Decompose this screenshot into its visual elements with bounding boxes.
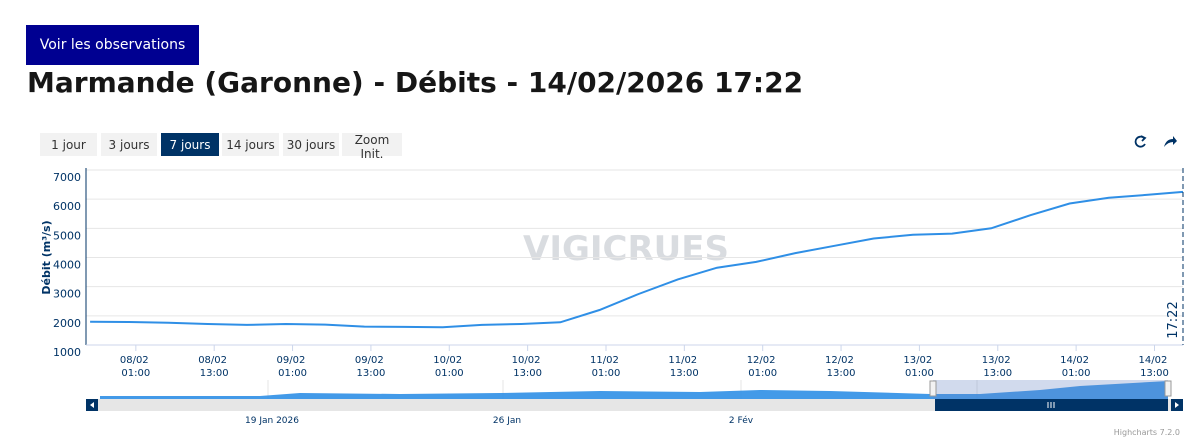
y-tick-label: 7000 [53, 171, 81, 184]
navigator-handle[interactable] [1164, 380, 1172, 397]
x-tick-label: 13/02 01:00 [903, 355, 935, 379]
range-button[interactable]: 1 jour [40, 133, 97, 156]
range-button[interactable]: 14 jours [222, 133, 279, 156]
navigator: 19 Jan 2026 26 Jan 2 Fév [86, 380, 1183, 426]
x-tick-label: 08/02 13:00 [198, 355, 230, 379]
x-tick-label: 10/02 01:00 [433, 355, 465, 379]
toolbar-icons [1134, 135, 1177, 148]
x-tick-label: 12/02 01:00 [747, 355, 779, 379]
y-tick-label: 1000 [53, 346, 81, 359]
y-tick-label: 3000 [53, 288, 81, 301]
x-tick-label: 09/02 13:00 [355, 355, 387, 379]
x-tick-label: 11/02 13:00 [668, 355, 700, 379]
plot-line-label: 17:22 [1166, 301, 1181, 338]
range-button[interactable]: 30 jours [283, 133, 339, 156]
scrollbar-track [86, 399, 1183, 411]
scrollbar-grip [1047, 402, 1055, 408]
range-button[interactable]: Zoom Init. [342, 133, 402, 161]
page-title: Marmande (Garonne) - Débits - 14/02/2026… [27, 66, 804, 99]
observations-button[interactable]: Voir les observations [26, 25, 199, 65]
y-tick-label: 4000 [53, 259, 81, 272]
range-button[interactable]: 3 jours [101, 133, 157, 156]
range-button[interactable]: 7 jours [161, 133, 219, 156]
navigator-label: 2 Fév [729, 415, 754, 426]
navigator-mask [933, 380, 1168, 399]
x-tick-label: 13/02 13:00 [982, 355, 1014, 379]
credits: Highcharts 7.2.0 [1114, 428, 1180, 437]
x-tick-label: 12/02 13:00 [825, 355, 857, 379]
refresh-arrow [1140, 135, 1147, 142]
share-icon[interactable] [1164, 136, 1177, 147]
x-tick-label: 08/02 01:00 [120, 355, 152, 379]
navigator-label: 19 Jan 2026 [245, 416, 299, 426]
navigator-label: 26 Jan [493, 416, 521, 426]
x-tick-label: 14/02 13:00 [1138, 355, 1170, 379]
y-tick-label: 5000 [53, 229, 81, 242]
x-tick-label: 09/02 01:00 [277, 355, 309, 379]
y-axis-title: Débit (m³/s) [40, 220, 53, 294]
navigator-series [100, 381, 1168, 399]
data-line [90, 190, 1184, 329]
navigator-handle[interactable] [929, 380, 937, 397]
y-tick-label: 2000 [53, 317, 81, 330]
watermark: VIGICRUES [523, 229, 729, 269]
x-tick-label: 14/02 01:00 [1060, 355, 1092, 379]
y-tick-label: 6000 [53, 200, 81, 213]
x-tick-label: 11/02 01:00 [590, 355, 622, 379]
x-tick-label: 10/02 13:00 [512, 355, 544, 379]
